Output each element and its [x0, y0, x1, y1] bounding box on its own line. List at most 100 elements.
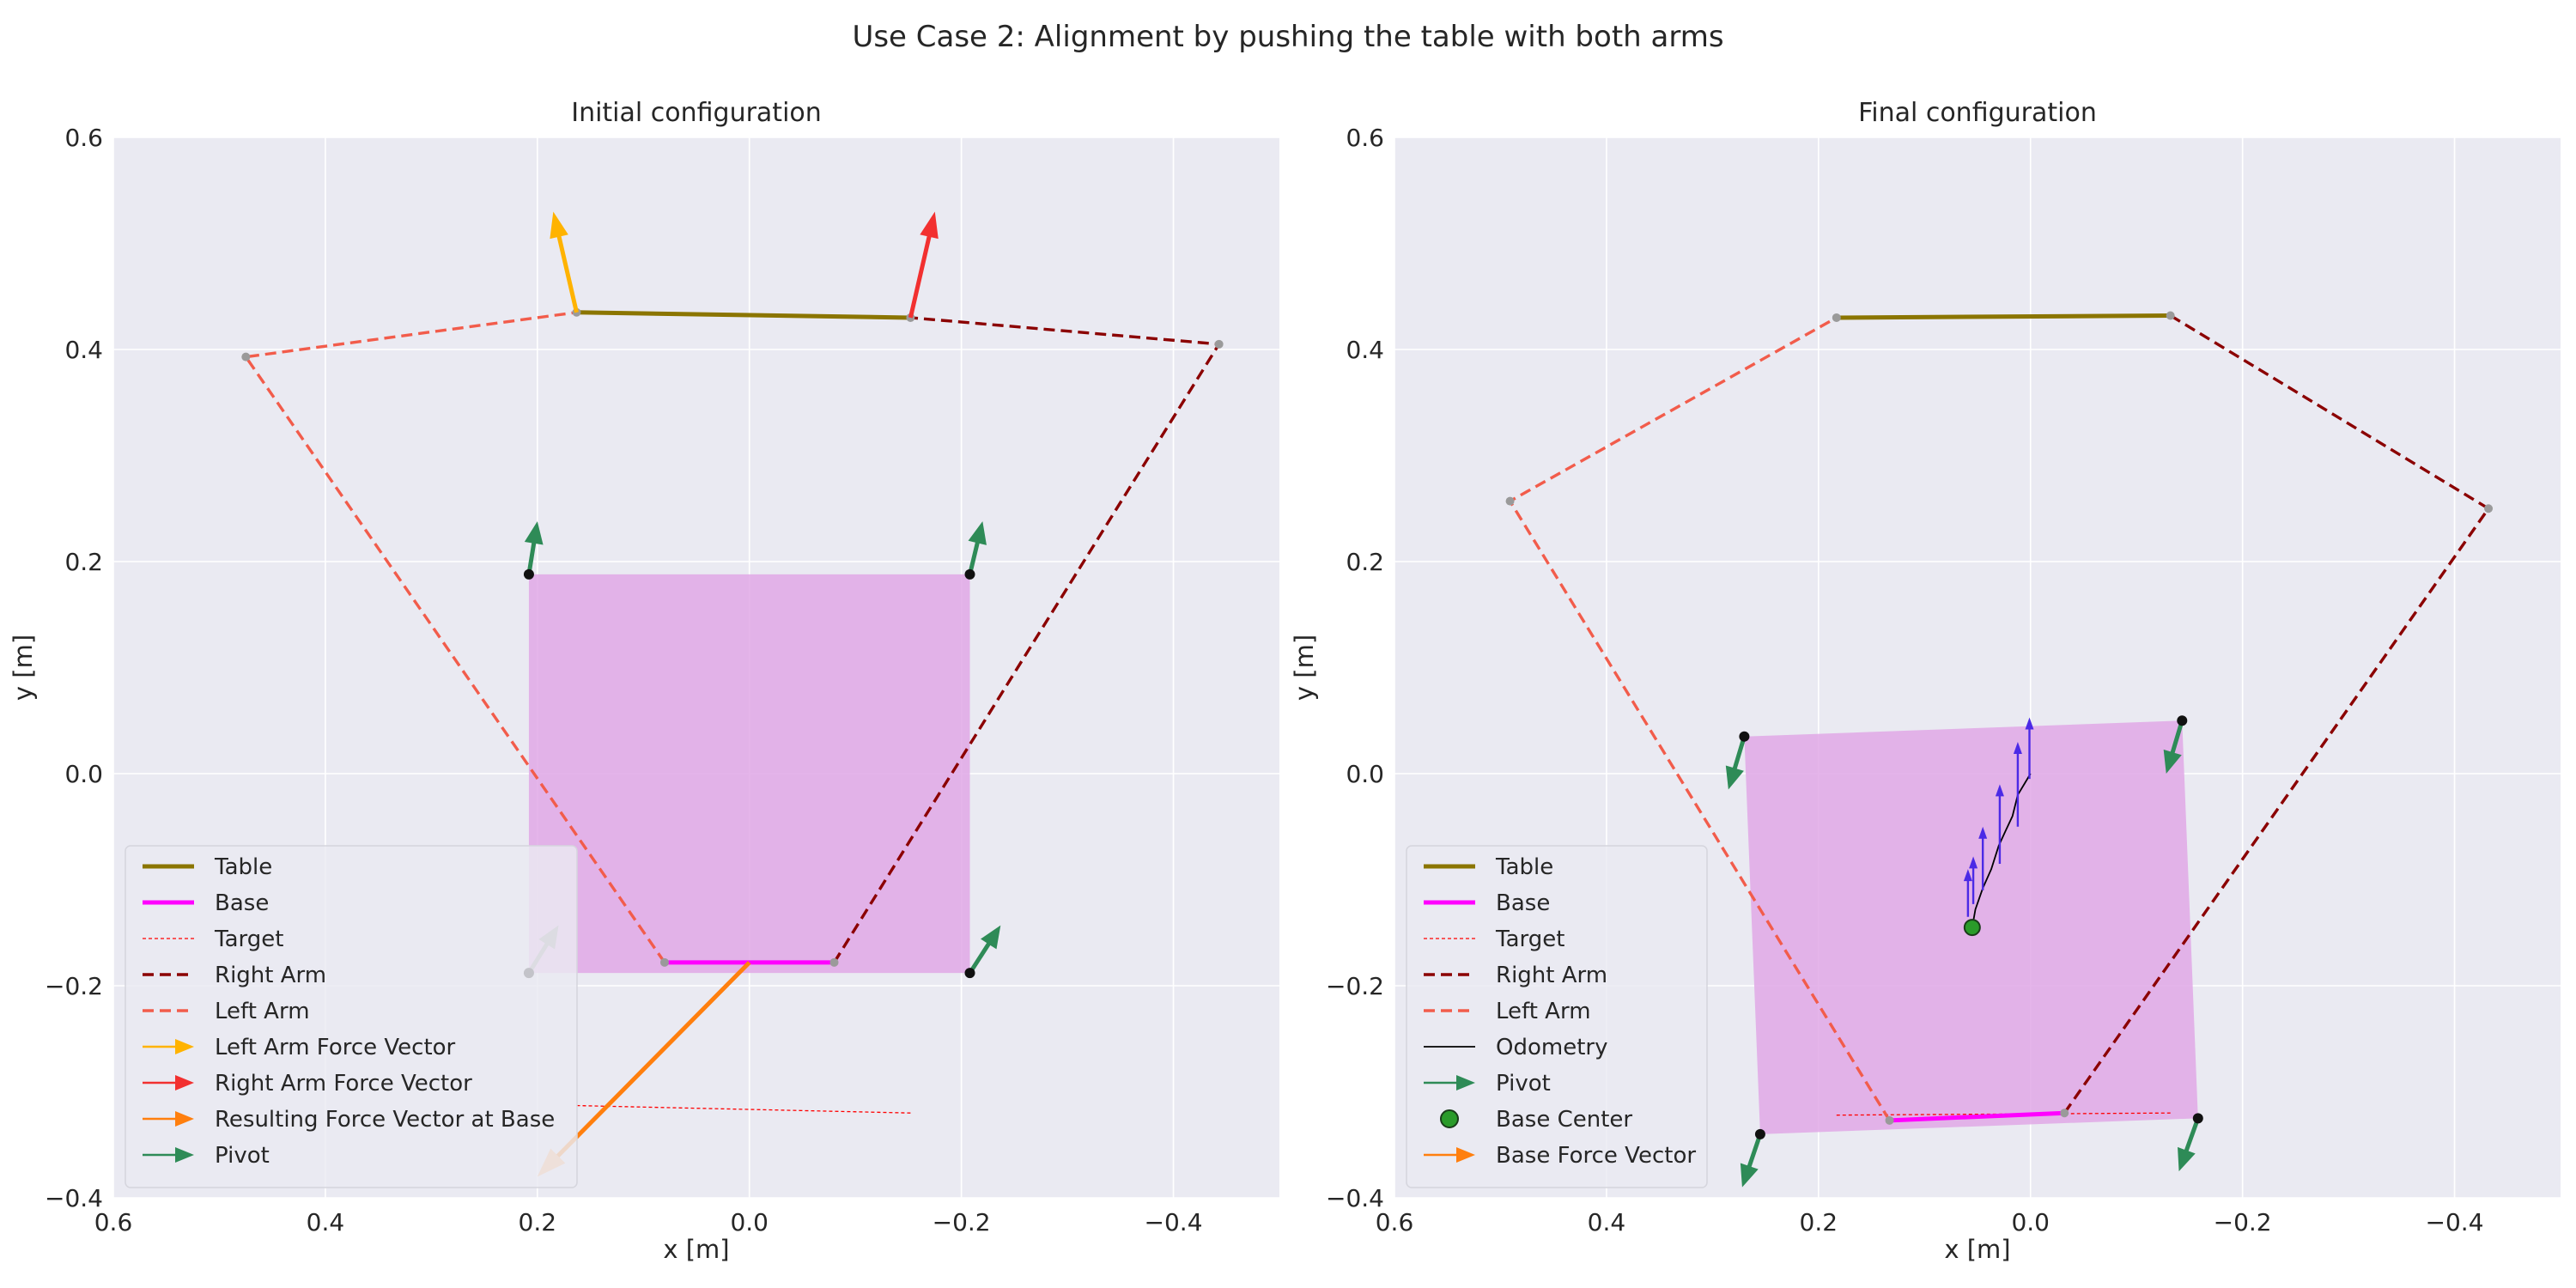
legend-label: Base: [1496, 890, 1550, 916]
odometry-force-arrow-0: [1963, 869, 1972, 917]
legend-box: [1406, 845, 1708, 1188]
odometry-force-arrow-1: [1969, 856, 1978, 904]
legend-label: Pivot: [1496, 1071, 1551, 1097]
legend-label: Target: [214, 927, 283, 952]
y-axis-label: y [m]: [1290, 635, 1319, 701]
y-tick-label: 0.0: [1346, 760, 1384, 788]
y-tick-label: 0.6: [1346, 124, 1384, 152]
pivot-arrow-3: [968, 925, 1001, 975]
legend-key-7: [1440, 1109, 1459, 1128]
y-tick-label: 0.6: [64, 124, 103, 152]
y-tick-label: 0.4: [1346, 336, 1384, 364]
x-tick-label: 0.0: [2011, 1208, 2050, 1236]
x-tick-label: 0.6: [94, 1208, 133, 1236]
pivot-point-3: [964, 968, 975, 979]
pivot-point-1: [964, 568, 975, 580]
arm-joint-4: [1885, 1115, 1894, 1125]
resulting-force-vector: [537, 961, 751, 1177]
panel-final-configuration: 0.6 0.4 0.2 0.0 −0.2 −0.40.60.40.20.0−0.2−0.4…: [1290, 98, 2561, 1264]
x-tick-label: 0.4: [1588, 1208, 1626, 1236]
legend-key-7: [143, 1111, 194, 1127]
pivot-arrow-2: [1740, 1133, 1763, 1188]
odometry-force-arrow-3: [1995, 784, 2004, 864]
pivot-point-3: [2192, 1113, 2203, 1124]
y-tick-label: −0.4: [45, 1184, 103, 1212]
pivot-arrow-0: [524, 521, 544, 575]
legend-label: Table: [214, 854, 272, 880]
x-tick-label: 0.6: [1376, 1208, 1414, 1236]
right-arm-line: [2063, 314, 2491, 1115]
pivot-arrow-0: [1725, 736, 1747, 790]
y-tick-label: 0.2: [64, 548, 103, 576]
legend-label: Base Force Vector: [1496, 1143, 1696, 1169]
table-line: [1836, 313, 2171, 320]
base-center-marker: [1963, 919, 1981, 937]
legend-label: Right Arm Force Vector: [215, 1071, 472, 1097]
legend-label: Left Arm: [215, 999, 310, 1024]
legend-label: Base: [215, 890, 269, 916]
table-line: [576, 310, 911, 320]
y-tick-label: 0.2: [1346, 548, 1384, 576]
arm-joint-0: [1505, 496, 1515, 506]
base-line: [1889, 1110, 2065, 1123]
x-tick-label: −0.2: [933, 1208, 991, 1236]
odometry-line: [1971, 773, 2032, 928]
legend-label: Odometry: [1496, 1035, 1607, 1060]
legend-label: Right Arm: [1496, 963, 1607, 988]
x-tick-label: 0.0: [730, 1208, 769, 1236]
legend-label: Pivot: [215, 1143, 270, 1169]
y-tick-label: −0.2: [1326, 972, 1384, 1000]
figure-title: Use Case 2: Alignment by pushing the tab…: [852, 20, 1723, 54]
y-axis-label: y [m]: [9, 635, 38, 701]
panel-title: Initial configuration: [571, 98, 822, 128]
left-arm-line: [243, 311, 666, 963]
x-tick-label: 0.2: [1800, 1208, 1838, 1236]
odometry-force-arrow-2: [1978, 826, 1988, 890]
pivot-point-1: [2177, 715, 2188, 726]
odometry-force-arrow-4: [2013, 741, 2022, 827]
arm-joint-0: [241, 352, 251, 361]
legend-key-8: [1424, 1147, 1475, 1163]
legend-key-8: [143, 1147, 194, 1163]
pivot-point-0: [1739, 731, 1750, 742]
legend-key-6: [1424, 1075, 1475, 1091]
pivot-arrow-1: [968, 521, 987, 575]
legend-label: Resulting Force Vector at Base: [215, 1107, 555, 1133]
legend-label: Base Center: [1496, 1107, 1632, 1133]
arm-joint-1: [1832, 313, 1841, 322]
base-footprint: [528, 574, 970, 974]
panel-initial-configuration: 0.6 0.4 0.2 0.0 −0.2 −0.40.60.40.20.0−0.2−0.4…: [9, 98, 1279, 1264]
pivot-arrow-3: [2178, 1117, 2201, 1172]
y-tick-label: −0.2: [45, 972, 103, 1000]
pivot-point-2: [1754, 1128, 1765, 1139]
y-tick-label: 0.4: [64, 336, 103, 364]
legend-key-5: [143, 1039, 194, 1054]
arm-joint-3: [1214, 339, 1224, 349]
x-tick-label: −0.4: [2426, 1208, 2484, 1236]
arm-joint-2: [2166, 311, 2175, 320]
panel-title: Final configuration: [1858, 98, 2097, 128]
left-arm-force-vector: [550, 211, 579, 313]
x-axis-label: x [m]: [663, 1235, 729, 1264]
pivot-arrow-1: [2163, 720, 2184, 774]
legend-key-6: [143, 1075, 194, 1091]
x-axis-label: x [m]: [1944, 1235, 2010, 1264]
legend-label: Left Arm: [1496, 999, 1591, 1024]
x-tick-label: −0.2: [2214, 1208, 2272, 1236]
legend-label: Right Arm: [215, 963, 326, 988]
y-tick-label: −0.4: [1326, 1184, 1384, 1212]
y-tick-label: 0.0: [64, 760, 103, 788]
legend-label: Left Arm Force Vector: [215, 1035, 456, 1060]
target-line: [576, 1104, 911, 1114]
x-tick-label: 0.4: [307, 1208, 345, 1236]
x-tick-label: 0.2: [519, 1208, 557, 1236]
legend-box: [125, 845, 578, 1188]
target-line: [1836, 1112, 2171, 1116]
arm-joint-5: [2060, 1109, 2069, 1118]
pivot-point-0: [523, 568, 534, 580]
arm-joint-4: [659, 957, 669, 967]
right-arm-force-vector: [908, 211, 939, 319]
x-tick-label: −0.4: [1145, 1208, 1203, 1236]
arm-joint-3: [2484, 504, 2494, 513]
